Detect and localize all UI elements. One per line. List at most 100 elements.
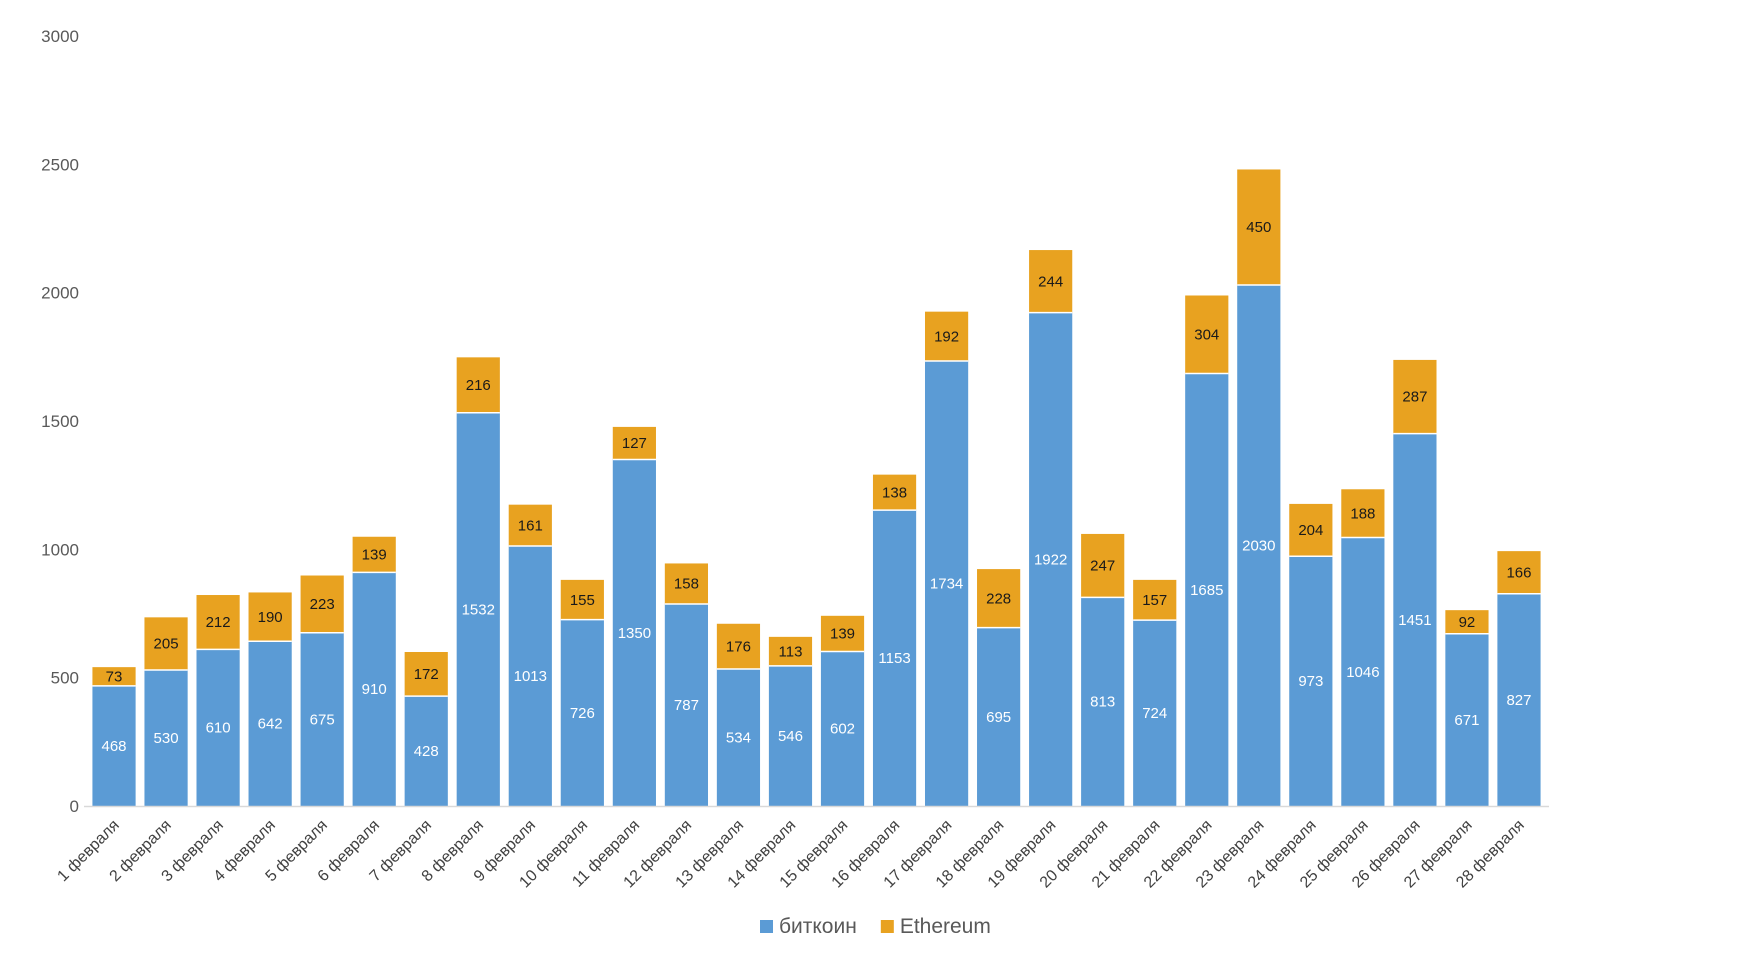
data-label-bitcoin: 546 <box>778 728 803 745</box>
data-label-ethereum: 172 <box>414 666 439 683</box>
data-label-bitcoin: 1153 <box>878 650 910 667</box>
bar-bitcoin[interactable] <box>612 459 656 807</box>
y-tick-label: 3000 <box>41 27 79 46</box>
data-label-bitcoin: 1013 <box>514 668 547 685</box>
data-label-ethereum: 127 <box>622 435 647 452</box>
bar-ethereum[interactable] <box>1237 169 1281 285</box>
bar-bitcoin[interactable] <box>508 545 552 806</box>
data-label-bitcoin: 1734 <box>930 575 963 592</box>
y-tick-label: 1000 <box>41 540 79 559</box>
data-label-ethereum: 216 <box>466 377 491 394</box>
data-label-ethereum: 155 <box>570 592 595 609</box>
bar-ethereum[interactable] <box>1133 579 1177 621</box>
bar-bitcoin[interactable] <box>977 627 1021 806</box>
legend-item-ethereum[interactable]: Ethereum <box>880 915 991 938</box>
bar-ethereum[interactable] <box>248 592 292 642</box>
data-label-ethereum: 287 <box>1402 389 1427 406</box>
bar-bitcoin[interactable] <box>144 669 188 806</box>
data-label-bitcoin: 642 <box>258 716 283 733</box>
bar-ethereum[interactable] <box>716 623 761 669</box>
bar-bitcoin[interactable] <box>716 668 761 806</box>
bar-ethereum[interactable] <box>92 667 136 686</box>
legend-item-bitcoin[interactable]: биткоин <box>760 915 857 938</box>
data-label-ethereum: 205 <box>154 636 179 653</box>
data-label-bitcoin: 695 <box>986 709 1011 726</box>
bar-ethereum[interactable] <box>300 575 344 633</box>
legend[interactable]: биткоин Ethereum <box>760 915 991 938</box>
bar-ethereum[interactable] <box>560 579 604 620</box>
bars: 468 73 530 205 610 212 642 190 675 223 910 139 428 17… <box>92 169 1541 807</box>
bar-ethereum[interactable] <box>768 636 813 666</box>
data-label-ethereum: 176 <box>726 638 751 655</box>
bar-ethereum[interactable] <box>977 569 1021 628</box>
bar-ethereum[interactable] <box>1185 295 1229 374</box>
bar-bitcoin[interactable] <box>820 651 865 806</box>
data-label-ethereum: 450 <box>1246 219 1271 236</box>
data-label-bitcoin: 1046 <box>1346 664 1379 681</box>
bar-ethereum[interactable] <box>144 617 188 670</box>
bar-ethereum[interactable] <box>820 615 865 652</box>
bar-bitcoin[interactable] <box>352 572 396 806</box>
bar-bitcoin[interactable] <box>456 412 500 806</box>
data-label-bitcoin: 468 <box>102 738 127 755</box>
bar-ethereum[interactable] <box>1393 359 1437 434</box>
bar-bitcoin[interactable] <box>1445 633 1489 806</box>
bar-bitcoin[interactable] <box>1081 597 1125 806</box>
bar-ethereum[interactable] <box>352 536 396 573</box>
data-label-ethereum: 223 <box>310 596 335 613</box>
legend-swatch <box>880 920 894 933</box>
bar-ethereum[interactable] <box>196 595 240 650</box>
data-label-ethereum: 244 <box>1038 273 1063 290</box>
bar-bitcoin[interactable] <box>872 510 917 806</box>
data-label-ethereum: 139 <box>830 626 855 643</box>
data-label-ethereum: 138 <box>882 484 907 501</box>
bar-bitcoin[interactable] <box>300 632 344 806</box>
data-label-ethereum: 212 <box>206 614 231 631</box>
bar-bitcoin[interactable] <box>1289 556 1333 806</box>
data-label-bitcoin: 610 <box>206 720 231 737</box>
bar-bitcoin[interactable] <box>92 685 136 806</box>
bar-bitcoin[interactable] <box>560 619 604 806</box>
bar-bitcoin[interactable] <box>1133 620 1177 806</box>
bar-ethereum[interactable] <box>1289 503 1333 557</box>
bar-bitcoin[interactable] <box>664 604 709 806</box>
bar-ethereum[interactable] <box>1341 489 1385 538</box>
data-label-ethereum: 188 <box>1350 505 1375 522</box>
bar-ethereum[interactable] <box>664 563 709 605</box>
bar-bitcoin[interactable] <box>404 696 448 806</box>
bar-ethereum[interactable] <box>508 504 552 546</box>
legend-swatch <box>760 920 773 933</box>
bar-ethereum[interactable] <box>1029 250 1073 313</box>
data-label-bitcoin: 2030 <box>1242 537 1275 554</box>
bar-bitcoin[interactable] <box>1393 433 1437 806</box>
data-label-bitcoin: 724 <box>1142 705 1167 722</box>
legend-label: биткоин <box>779 915 857 938</box>
bar-ethereum[interactable] <box>1081 533 1125 598</box>
data-label-bitcoin: 530 <box>154 730 179 747</box>
bar-ethereum[interactable] <box>1445 610 1489 634</box>
bar-ethereum[interactable] <box>1497 551 1541 594</box>
bar-bitcoin[interactable] <box>248 641 292 806</box>
bar-bitcoin[interactable] <box>1497 593 1541 806</box>
bar-bitcoin[interactable] <box>1237 284 1281 806</box>
bar-ethereum[interactable] <box>612 426 656 460</box>
bar-bitcoin[interactable] <box>1029 312 1073 806</box>
bar-ethereum[interactable] <box>456 357 500 413</box>
data-label-bitcoin: 1922 <box>1034 551 1067 568</box>
data-label-ethereum: 228 <box>986 590 1011 607</box>
bar-bitcoin[interactable] <box>1341 537 1385 806</box>
bar-ethereum[interactable] <box>404 652 448 697</box>
bar-ethereum[interactable] <box>872 474 917 511</box>
data-label-ethereum: 204 <box>1298 522 1323 539</box>
data-label-ethereum: 192 <box>934 328 959 345</box>
bar-ethereum[interactable] <box>924 311 969 361</box>
data-label-ethereum: 247 <box>1090 558 1115 575</box>
bar-bitcoin[interactable] <box>1185 373 1229 806</box>
data-label-bitcoin: 602 <box>830 721 855 738</box>
bar-bitcoin[interactable] <box>924 360 969 806</box>
y-tick-label: 2500 <box>41 155 79 174</box>
bar-bitcoin[interactable] <box>768 665 813 806</box>
bar-bitcoin[interactable] <box>196 649 240 806</box>
data-label-bitcoin: 675 <box>310 711 335 728</box>
